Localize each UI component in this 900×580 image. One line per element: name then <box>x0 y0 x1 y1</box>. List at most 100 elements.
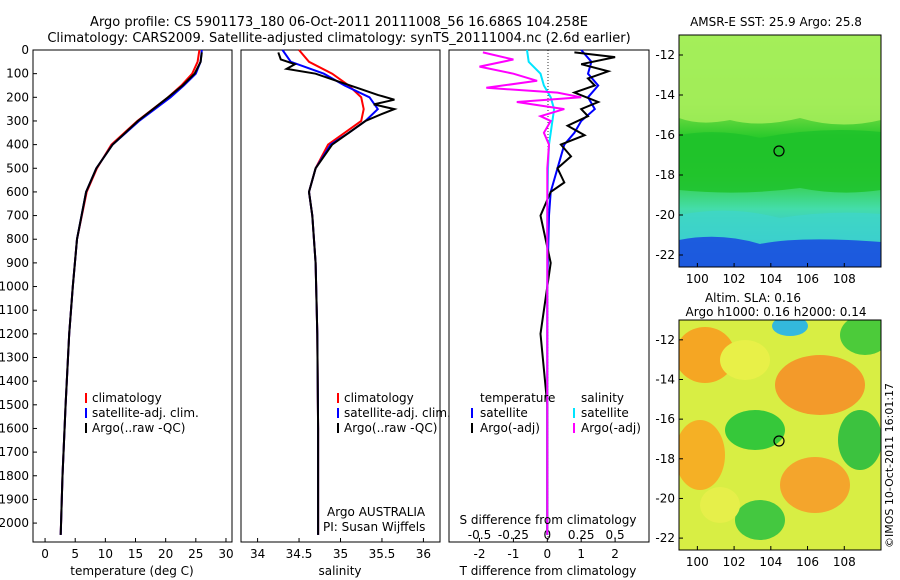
salinity-xlabel: salinity <box>318 564 361 578</box>
depth-tick-label: 400 <box>6 138 29 152</box>
argo-australia-label: Argo AUSTRALIA <box>327 505 426 519</box>
sla-map-yticks: -12 -14 -16 -18 -20 -22 <box>655 333 683 545</box>
legend-s-satellite: satellite <box>581 406 629 420</box>
map-x-tick-label: 108 <box>833 555 856 569</box>
series-line-clim <box>298 49 365 535</box>
sla-orange-1 <box>679 327 735 383</box>
map-x-tick-label: 102 <box>723 272 746 286</box>
x-tick-label: 35 <box>333 547 348 561</box>
temperature-xticks: 0 5 10 15 20 25 30 <box>41 538 234 561</box>
title-line1: Argo profile: CS 5901173_180 06-Oct-2011… <box>90 15 588 30</box>
map-y-tick-label: -16 <box>655 412 675 426</box>
map-y-tick-label: -12 <box>655 48 675 62</box>
salinity-lines <box>277 49 398 535</box>
map-y-tick-label: -22 <box>655 248 675 262</box>
x-tick-label: -1 <box>507 547 519 561</box>
depth-tick-label: 500 <box>6 161 29 175</box>
legend-satellite: satellite-adj. clim. <box>92 406 199 420</box>
map-y-tick-label: -18 <box>655 452 675 466</box>
differences-panel: -2 -1 0 1 2 -0.5 -0.25 0 0.25 0.5 S difference fr… <box>448 49 650 578</box>
sla-orange-4 <box>780 457 850 513</box>
sla-argo-marker <box>773 435 785 447</box>
salinity-legend: climatology satellite-adj. clim. Argo(..… <box>337 391 451 435</box>
depth-tick-label: 1200 <box>0 327 29 341</box>
map-y-tick-label: -14 <box>655 372 675 386</box>
legend-t-satellite: satellite <box>480 406 528 420</box>
sst-map-panel: AMSR-E SST: 25.9 Argo: 25.8 100 102 104 106… <box>655 15 882 286</box>
depth-tick-label: 800 <box>6 232 29 246</box>
salinity-xticks: 34 34.5 35 35.5 36 <box>250 538 431 561</box>
differences-legend: temperature satellite Argo(-adj) salinit… <box>471 391 641 435</box>
series-line-clim <box>59 49 201 535</box>
depth-tick-label: 0 <box>21 43 29 57</box>
map-y-tick-label: -16 <box>655 128 675 142</box>
sst-warm-blob <box>679 35 881 125</box>
sst-map-xticks: 100 102 104 106 108 <box>686 263 856 286</box>
depth-tick-label: 100 <box>6 67 29 81</box>
depth-tick-label: 200 <box>6 90 29 104</box>
depth-tick-label: 1800 <box>0 469 29 483</box>
depth-tick-label: 1100 <box>0 303 29 317</box>
map-y-tick-label: -12 <box>655 333 675 347</box>
temperature-lines <box>59 49 203 535</box>
legend-s-argo: Argo(-adj) <box>581 421 641 435</box>
sla-map-title: Altim. SLA: 0.16 <box>705 291 801 305</box>
sla-map-frame <box>678 319 882 551</box>
sla-orange-2 <box>775 355 865 415</box>
differences-axes <box>448 49 650 543</box>
imos-credit: ©IMOS 10-Oct-2011 16:01:17 <box>883 383 896 548</box>
sla-yellow-1 <box>720 340 770 380</box>
differences-lines <box>479 49 616 535</box>
sla-heatmap <box>679 320 881 550</box>
s-diff-label: S difference from climatology <box>460 513 637 527</box>
legend-argo: Argo(..raw -QC) <box>344 421 437 435</box>
map-x-tick-label: 102 <box>723 555 746 569</box>
sla-map-xticks: 100 102 104 106 108 <box>686 546 856 569</box>
depth-tick-label: 1300 <box>0 351 29 365</box>
x-tick-top-label: -0.5 <box>468 528 491 542</box>
sst-cold-band <box>679 236 881 267</box>
legend-climatology: climatology <box>344 391 414 405</box>
x-tick-label: 20 <box>158 547 173 561</box>
sla-map-subtitle: Argo h1000: 0.16 h2000: 0.14 <box>686 305 867 319</box>
depth-tick-label: 300 <box>6 114 29 128</box>
legend-t-argo: Argo(-adj) <box>480 421 540 435</box>
map-x-tick-label: 106 <box>796 272 819 286</box>
sst-heatmap <box>679 35 881 267</box>
x-tick-label: 35.5 <box>369 547 396 561</box>
x-tick-label: 5 <box>71 547 79 561</box>
x-tick-label: 0 <box>41 547 49 561</box>
x-tick-label: 25 <box>188 547 203 561</box>
map-y-tick-label: -18 <box>655 168 675 182</box>
depth-tick-label: 1900 <box>0 492 29 506</box>
differences-xticks: -2 -1 0 1 2 -0.5 -0.25 0 0.25 0.5 <box>468 528 625 561</box>
map-x-tick-label: 100 <box>686 272 709 286</box>
x-tick-label: 34 <box>250 547 265 561</box>
legend-satellite: satellite-adj. clim. <box>344 406 451 420</box>
sst-map-frame <box>678 34 882 268</box>
pi-label: PI: Susan Wijffels <box>323 520 425 534</box>
x-tick-top-label: -0.25 <box>498 528 529 542</box>
x-tick-top-label: 0.5 <box>606 528 625 542</box>
x-tick-label: 0 <box>543 547 551 561</box>
depth-tick-label: 700 <box>6 209 29 223</box>
depth-tick-label: 1000 <box>0 280 29 294</box>
legend-climatology: climatology <box>92 391 162 405</box>
depth-tick-label: 1400 <box>0 374 29 388</box>
legend-argo: Argo(..raw -QC) <box>92 421 185 435</box>
sst-argo-marker <box>773 145 785 157</box>
map-x-tick-label: 100 <box>686 555 709 569</box>
t-diff-label: T difference from climatology <box>459 564 637 578</box>
x-tick-label: 36 <box>416 547 431 561</box>
map-y-tick-label: -20 <box>655 208 675 222</box>
map-y-tick-label: -14 <box>655 88 675 102</box>
series-line-argo <box>277 52 398 535</box>
x-tick-label: 10 <box>98 547 113 561</box>
depth-tick-label: 600 <box>6 185 29 199</box>
depth-tick-label: 2000 <box>0 516 29 530</box>
depth-tick-label: 1500 <box>0 398 29 412</box>
x-tick-label: 34.5 <box>286 547 313 561</box>
temperature-panel: 0100200300400500600700800900100011001200… <box>0 43 234 578</box>
sla-green-1 <box>725 410 785 450</box>
